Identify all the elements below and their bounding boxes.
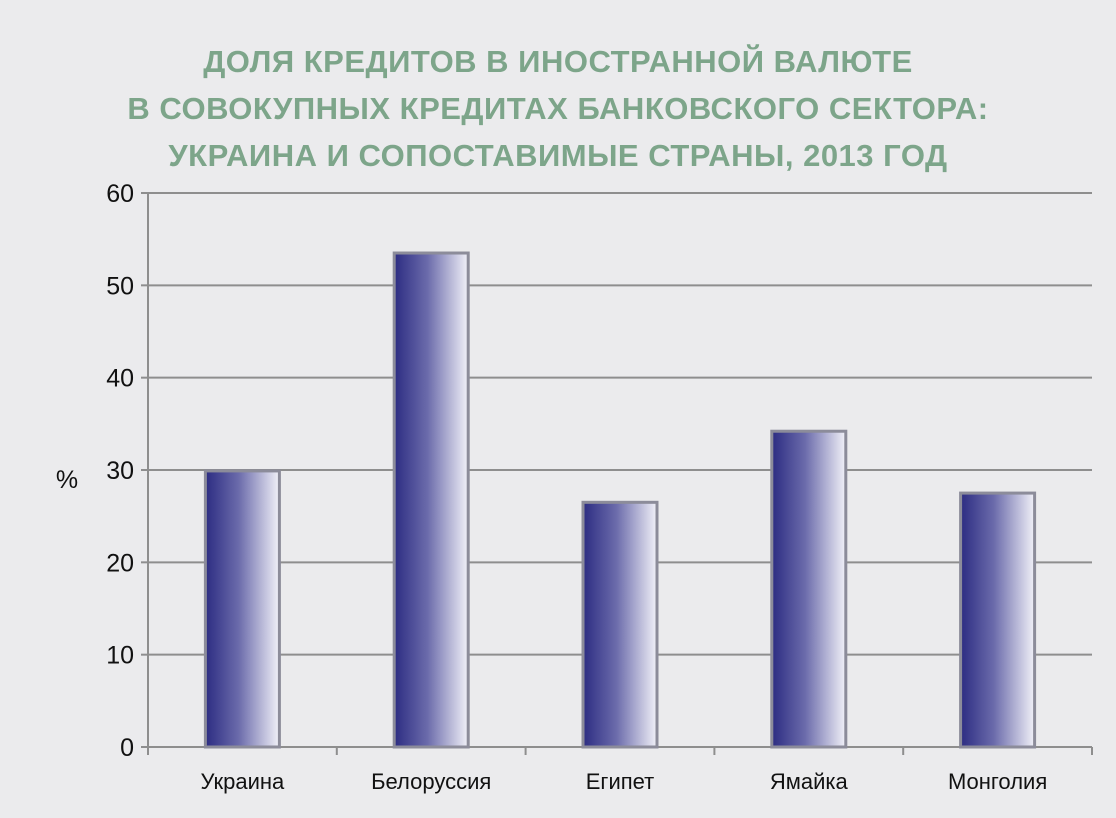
x-category-label: Египет [586, 769, 654, 794]
grid-lines [148, 192, 1092, 656]
bar-5 [959, 491, 1037, 749]
bar-1 [203, 469, 281, 749]
y-axis-label: % [56, 466, 78, 494]
chart-title-line-2: В СОВОКУПНЫХ КРЕДИТАХ БАНКОВСКОГО СЕКТОР… [127, 91, 989, 126]
y-tick-label: 50 [106, 272, 134, 300]
x-category-label: Монголия [948, 769, 1047, 794]
bar-2 [392, 251, 470, 749]
chart-title-line-1: ДОЛЯ КРЕДИТОВ В ИНОСТРАННОЙ ВАЛЮТЕ [203, 44, 913, 79]
labels: 0 10 20 30 40 50 60 Украина Белоруссия Египет Ямай… [56, 180, 1047, 794]
x-category-label: Ямайка [770, 769, 849, 794]
x-category-label: Украина [201, 769, 286, 794]
y-tick-label: 60 [106, 180, 134, 208]
y-tick-label: 40 [106, 365, 134, 393]
chart-title-line-3: УКРАИНА И СОПОСТАВИМЫЕ СТРАНЫ, 2013 ГОД [168, 138, 948, 173]
y-tick-label: 10 [106, 642, 134, 670]
chart-title: ДОЛЯ КРЕДИТОВ В ИНОСТРАННОЙ ВАЛЮТЕ В СОВ… [0, 38, 1116, 179]
bar-4 [770, 429, 848, 749]
x-category-label: Белоруссия [371, 769, 491, 794]
y-tick-label: 20 [106, 549, 134, 577]
bar-3 [581, 500, 659, 749]
y-tick-label: 30 [106, 457, 134, 485]
bars [203, 251, 1037, 749]
y-tick-label: 0 [120, 734, 134, 762]
